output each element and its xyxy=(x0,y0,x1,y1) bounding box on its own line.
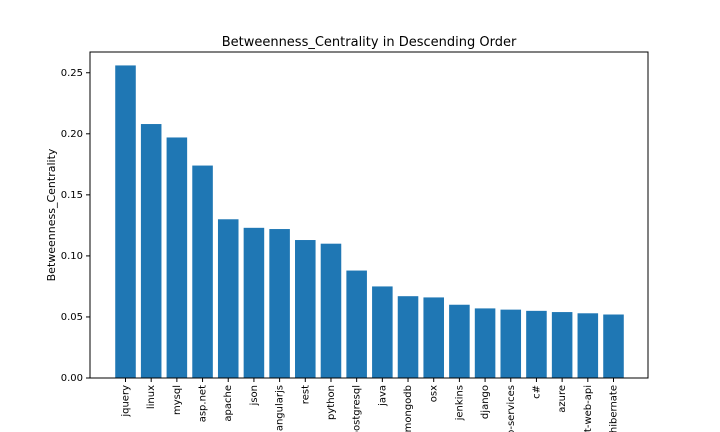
x-tick-label: python xyxy=(326,385,337,420)
x-tick-label: java xyxy=(377,385,388,407)
y-tick-label: 0.20 xyxy=(61,129,83,140)
x-tick-label: apache xyxy=(223,385,234,422)
bar-java xyxy=(372,286,393,378)
x-tick-label: rest xyxy=(300,385,311,404)
x-tick-label: hibernate xyxy=(609,385,620,432)
bar-asp.net-web-api xyxy=(577,313,599,378)
x-tick-label: jenkins xyxy=(454,385,465,421)
y-axis-label: Betweenness_Centrality xyxy=(45,148,58,281)
plot-area-frame xyxy=(89,51,649,379)
bar-angularjs xyxy=(269,229,290,378)
x-tick-label: angularjs xyxy=(275,385,286,431)
x-tick-label: c# xyxy=(531,385,542,399)
x-tick-label: django xyxy=(480,385,491,419)
x-tick-label: web-services xyxy=(506,385,517,432)
x-tick-label: postgresql xyxy=(352,385,363,432)
y-tick-label: 0.15 xyxy=(61,190,83,201)
bar-osx xyxy=(423,297,444,378)
bar-jenkins xyxy=(449,304,470,378)
bar-apache xyxy=(217,219,239,378)
bar-jquery xyxy=(115,65,136,379)
y-tick-label: 0.10 xyxy=(61,251,83,262)
bar-hibernate xyxy=(603,314,624,378)
x-tick-label: asp.net-web-api xyxy=(583,385,594,432)
bar-linux xyxy=(140,124,162,378)
bar-mysql xyxy=(166,137,188,378)
bar-python xyxy=(320,243,342,378)
bar-azure xyxy=(551,312,573,378)
bar-json xyxy=(243,227,265,378)
bar-rest xyxy=(295,240,316,378)
bar-web-services xyxy=(500,309,522,378)
bar-postgresql xyxy=(346,270,367,378)
x-tick-label: osx xyxy=(429,385,440,402)
y-tick-label: 0.05 xyxy=(61,312,83,323)
x-tick-label: mysql xyxy=(172,385,183,415)
bar-mongodb xyxy=(397,296,419,378)
x-tick-label: linux xyxy=(146,385,157,409)
bars-group xyxy=(115,65,624,379)
x-tick-label: json xyxy=(249,385,260,406)
bar-django xyxy=(474,308,496,378)
x-axis-ticks: jquery linux mysql asp.net apache json angular… xyxy=(121,378,620,432)
y-tick-label: 0.25 xyxy=(61,68,83,79)
bar-c# xyxy=(526,310,547,378)
x-tick-label: jquery xyxy=(121,385,132,418)
chart-title: Betweenness_Centrality in Descending Ord… xyxy=(222,35,517,50)
x-tick-label: azure xyxy=(557,385,568,413)
y-tick-label: 0.00 xyxy=(61,373,83,384)
x-tick-label: mongodb xyxy=(403,385,414,432)
x-tick-label: asp.net xyxy=(198,385,209,422)
y-axis-ticks: 0.00 0.05 0.10 0.15 0.20 0.25 xyxy=(61,68,90,384)
bar-asp.net xyxy=(192,165,213,378)
